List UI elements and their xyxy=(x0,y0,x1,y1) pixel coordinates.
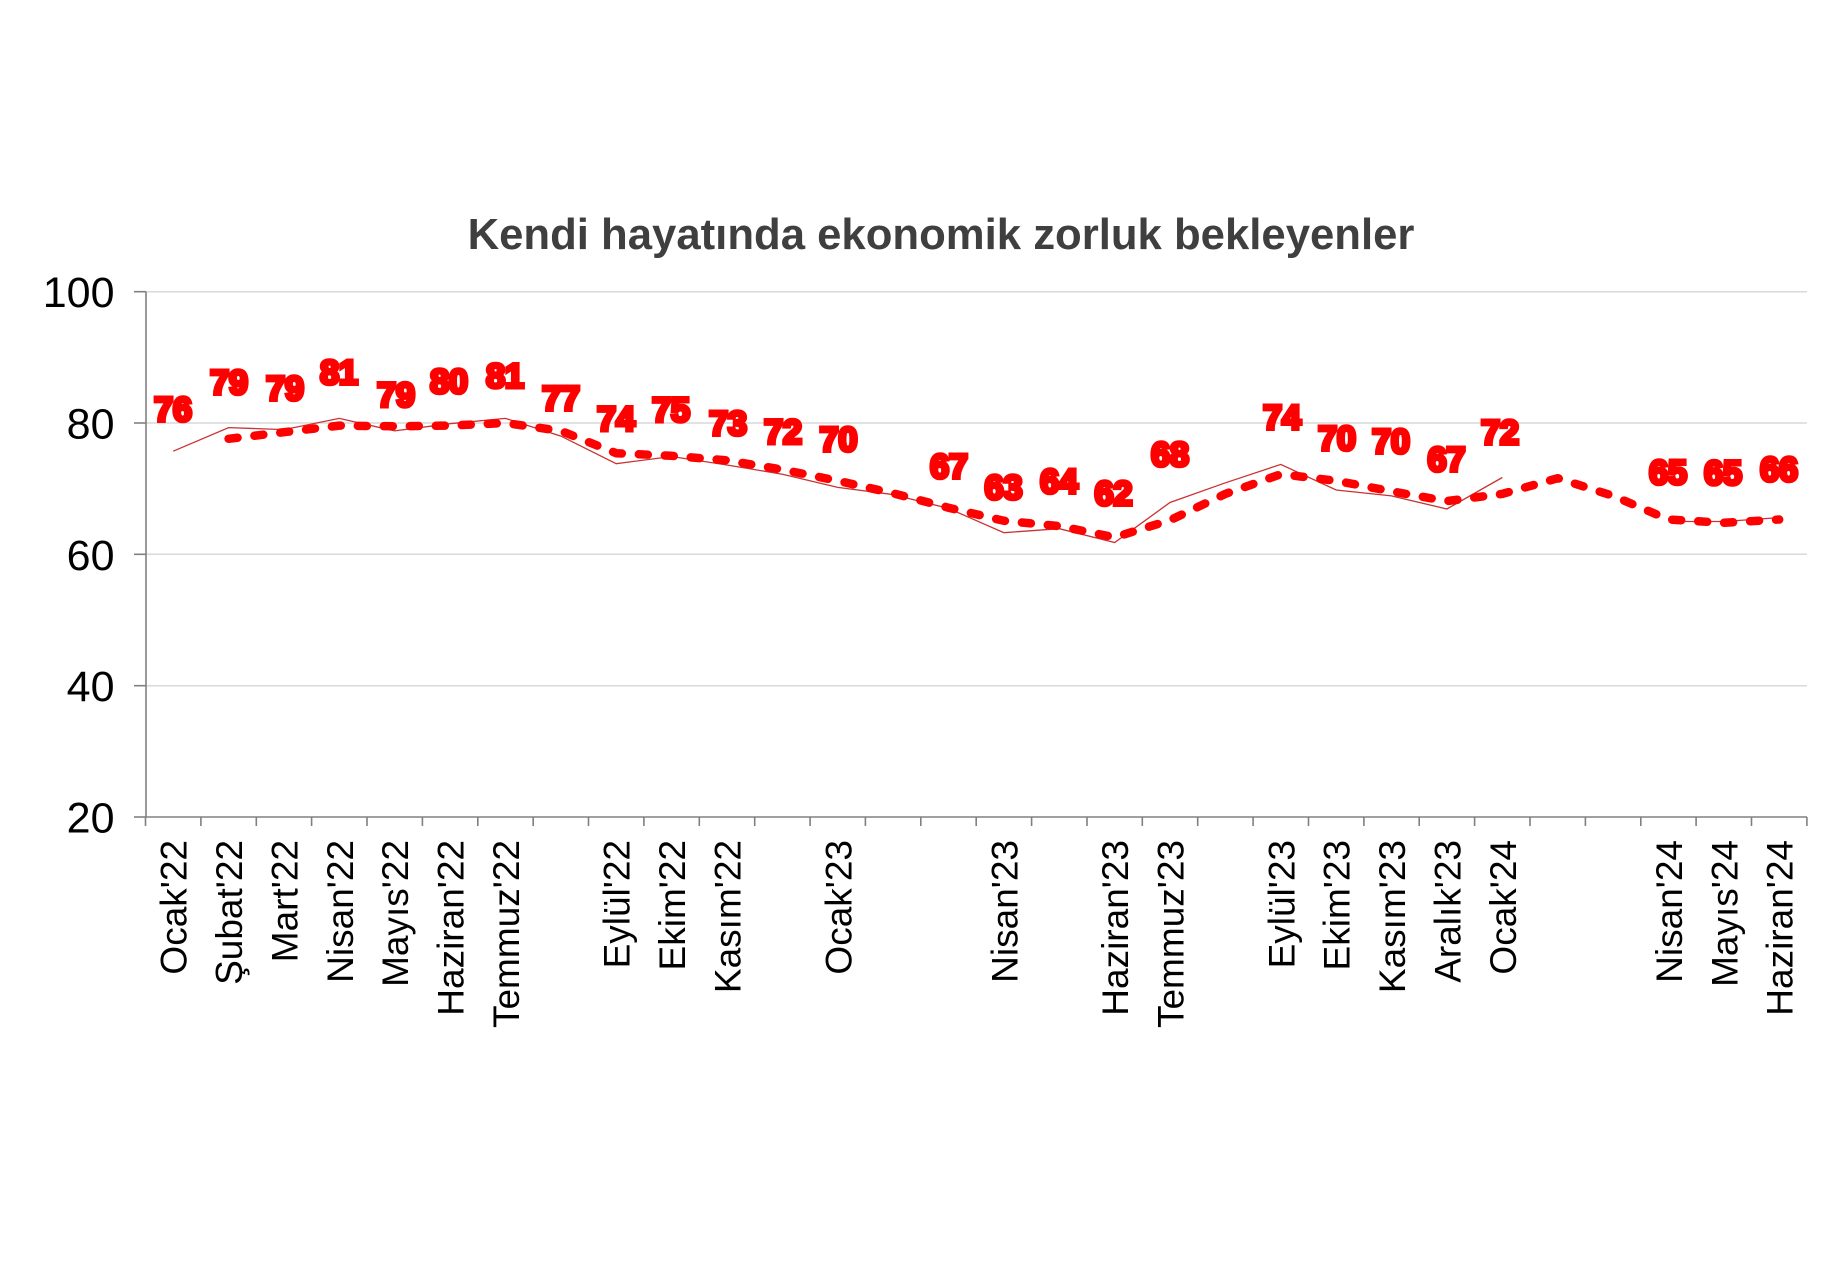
svg-text:Nisan'22: Nisan'22 xyxy=(320,840,361,983)
svg-text:Mayıs'22: Mayıs'22 xyxy=(375,840,416,987)
svg-text:Kasım'22: Kasım'22 xyxy=(708,840,749,993)
svg-text:60: 60 xyxy=(67,532,115,580)
svg-text:68: 68 xyxy=(1151,436,1189,474)
svg-text:65: 65 xyxy=(1649,454,1687,492)
svg-text:Haziran'22: Haziran'22 xyxy=(431,840,472,1016)
svg-text:Nisan'24: Nisan'24 xyxy=(1649,840,1690,983)
svg-text:Temmuz'22: Temmuz'22 xyxy=(486,840,527,1028)
svg-text:75: 75 xyxy=(652,392,690,430)
svg-text:62: 62 xyxy=(1095,475,1133,513)
svg-text:Eylül'23: Eylül'23 xyxy=(1261,840,1302,968)
svg-text:Haziran'23: Haziran'23 xyxy=(1095,840,1136,1016)
svg-text:Ekim'22: Ekim'22 xyxy=(652,840,693,970)
svg-text:100: 100 xyxy=(43,269,115,317)
svg-text:Kendi hayatında ekonomik zorlu: Kendi hayatında ekonomik zorluk bekleyen… xyxy=(468,210,1415,259)
svg-text:Haziran'24: Haziran'24 xyxy=(1760,840,1801,1016)
svg-text:79: 79 xyxy=(377,377,415,415)
svg-text:63: 63 xyxy=(985,469,1023,507)
svg-text:Şubat'22: Şubat'22 xyxy=(209,840,250,985)
svg-text:Ekim'23: Ekim'23 xyxy=(1317,840,1358,970)
svg-text:72: 72 xyxy=(1481,414,1519,452)
svg-text:Mayıs'24: Mayıs'24 xyxy=(1704,840,1745,987)
svg-text:76: 76 xyxy=(154,391,192,429)
svg-text:40: 40 xyxy=(67,663,115,711)
svg-text:70: 70 xyxy=(1372,423,1410,461)
svg-text:81: 81 xyxy=(486,358,524,396)
svg-text:67: 67 xyxy=(930,448,968,486)
svg-text:Temmuz'23: Temmuz'23 xyxy=(1151,840,1192,1028)
svg-text:66: 66 xyxy=(1760,451,1798,489)
svg-text:Eylül'22: Eylül'22 xyxy=(597,840,638,968)
svg-text:74: 74 xyxy=(597,401,635,439)
svg-text:64: 64 xyxy=(1040,463,1078,501)
svg-text:70: 70 xyxy=(1318,420,1356,458)
svg-text:Aralık'23: Aralık'23 xyxy=(1427,840,1468,983)
svg-text:72: 72 xyxy=(764,414,802,452)
svg-text:Ocak'24: Ocak'24 xyxy=(1483,840,1524,975)
svg-text:Nisan'23: Nisan'23 xyxy=(984,840,1025,983)
svg-text:65: 65 xyxy=(1704,455,1742,493)
svg-text:67: 67 xyxy=(1428,441,1466,479)
svg-text:20: 20 xyxy=(67,795,115,843)
svg-text:77: 77 xyxy=(542,380,580,418)
svg-text:Mart'22: Mart'22 xyxy=(265,840,306,962)
svg-text:81: 81 xyxy=(320,354,358,392)
svg-text:79: 79 xyxy=(266,370,304,408)
svg-text:Ocak'23: Ocak'23 xyxy=(818,840,859,975)
svg-text:73: 73 xyxy=(709,405,747,443)
svg-text:Ocak'22: Ocak'22 xyxy=(154,840,195,975)
svg-text:79: 79 xyxy=(210,364,248,402)
svg-text:74: 74 xyxy=(1263,399,1301,437)
svg-text:70: 70 xyxy=(820,421,858,459)
svg-text:Kasım'23: Kasım'23 xyxy=(1372,840,1413,993)
svg-text:80: 80 xyxy=(67,401,115,449)
svg-text:80: 80 xyxy=(430,363,468,401)
